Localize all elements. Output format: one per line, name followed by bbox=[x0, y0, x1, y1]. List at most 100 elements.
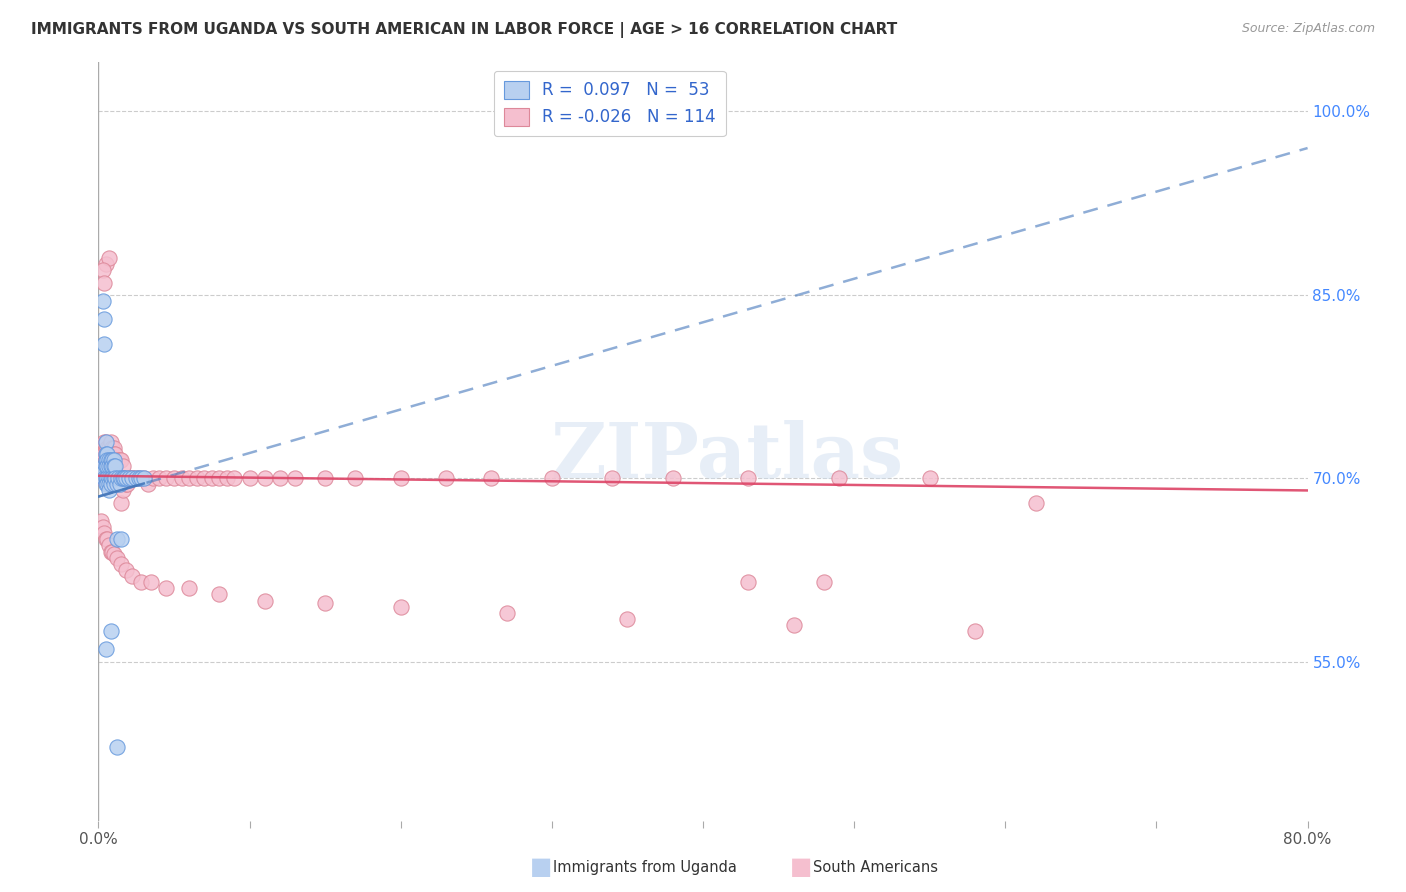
Point bbox=[828, 471, 851, 485]
Point bbox=[101, 441, 124, 455]
Point bbox=[100, 447, 122, 461]
Point bbox=[96, 447, 118, 461]
Point bbox=[100, 471, 122, 485]
Point bbox=[208, 471, 231, 485]
Text: South Americans: South Americans bbox=[813, 860, 938, 874]
Point bbox=[813, 575, 835, 590]
Point bbox=[98, 539, 121, 553]
Point bbox=[96, 453, 118, 467]
Point bbox=[93, 312, 115, 326]
Point bbox=[103, 447, 125, 461]
Point bbox=[121, 471, 143, 485]
Legend: R =  0.097   N =  53, R = -0.026   N = 114: R = 0.097 N = 53, R = -0.026 N = 114 bbox=[494, 70, 725, 136]
Point bbox=[94, 458, 117, 473]
Point bbox=[108, 477, 131, 491]
Point bbox=[128, 471, 150, 485]
Point bbox=[389, 599, 412, 614]
Point bbox=[114, 471, 136, 485]
Point bbox=[101, 544, 124, 558]
Point bbox=[107, 471, 129, 485]
Point bbox=[129, 575, 152, 590]
Point bbox=[103, 453, 125, 467]
Point bbox=[783, 618, 806, 632]
Point bbox=[163, 471, 186, 485]
Point bbox=[112, 471, 135, 485]
Point bbox=[100, 434, 122, 449]
Point bbox=[141, 575, 163, 590]
Point bbox=[111, 458, 134, 473]
Point bbox=[93, 465, 115, 479]
Point bbox=[94, 471, 117, 485]
Point bbox=[96, 458, 118, 473]
Point bbox=[100, 544, 122, 558]
Point bbox=[94, 434, 117, 449]
Point bbox=[118, 471, 141, 485]
Point bbox=[918, 471, 941, 485]
Point bbox=[114, 477, 136, 491]
Point bbox=[111, 471, 134, 485]
Text: ZIPatlas: ZIPatlas bbox=[551, 420, 904, 493]
Point bbox=[103, 458, 125, 473]
Point bbox=[91, 293, 114, 308]
Point bbox=[110, 496, 132, 510]
Point bbox=[115, 477, 138, 491]
Point bbox=[98, 458, 121, 473]
Point bbox=[101, 471, 124, 485]
Point bbox=[208, 587, 231, 601]
Point bbox=[100, 458, 122, 473]
Point bbox=[96, 453, 118, 467]
Point bbox=[94, 471, 117, 485]
Point bbox=[1024, 496, 1046, 510]
Point bbox=[121, 569, 143, 583]
Point bbox=[239, 471, 262, 485]
Point bbox=[737, 575, 759, 590]
Text: Source: ZipAtlas.com: Source: ZipAtlas.com bbox=[1241, 22, 1375, 36]
Point bbox=[602, 471, 624, 485]
Point bbox=[120, 471, 142, 485]
Point bbox=[93, 447, 115, 461]
Point bbox=[269, 471, 291, 485]
Point bbox=[101, 458, 124, 473]
Text: Immigrants from Uganda: Immigrants from Uganda bbox=[553, 860, 737, 874]
Text: ■: ■ bbox=[790, 855, 813, 879]
Point bbox=[91, 447, 114, 461]
Point bbox=[91, 458, 114, 473]
Point bbox=[132, 471, 155, 485]
Point bbox=[495, 606, 517, 620]
Point bbox=[118, 471, 141, 485]
Point bbox=[129, 471, 152, 485]
Point bbox=[114, 563, 136, 577]
Point bbox=[148, 471, 170, 485]
Point bbox=[201, 471, 224, 485]
Point bbox=[110, 453, 132, 467]
Point bbox=[179, 582, 201, 596]
Point bbox=[96, 477, 118, 491]
Point bbox=[100, 453, 122, 467]
Point bbox=[98, 251, 121, 265]
Point bbox=[90, 458, 112, 473]
Point bbox=[179, 471, 201, 485]
Point bbox=[661, 471, 683, 485]
Point bbox=[93, 336, 115, 351]
Point bbox=[94, 453, 117, 467]
Point bbox=[616, 612, 638, 626]
Point bbox=[98, 471, 121, 485]
Point bbox=[96, 447, 118, 461]
Point bbox=[965, 624, 987, 639]
Point bbox=[284, 471, 307, 485]
Point bbox=[91, 263, 114, 277]
Point bbox=[93, 434, 115, 449]
Point bbox=[94, 533, 117, 547]
Point bbox=[104, 471, 127, 485]
Point bbox=[93, 458, 115, 473]
Point bbox=[111, 483, 134, 498]
Point bbox=[96, 533, 118, 547]
Point bbox=[121, 471, 143, 485]
Point bbox=[94, 447, 117, 461]
Point bbox=[101, 453, 124, 467]
Point bbox=[90, 471, 112, 485]
Point bbox=[101, 447, 124, 461]
Point bbox=[98, 447, 121, 461]
Point bbox=[193, 471, 215, 485]
Point bbox=[481, 471, 503, 485]
